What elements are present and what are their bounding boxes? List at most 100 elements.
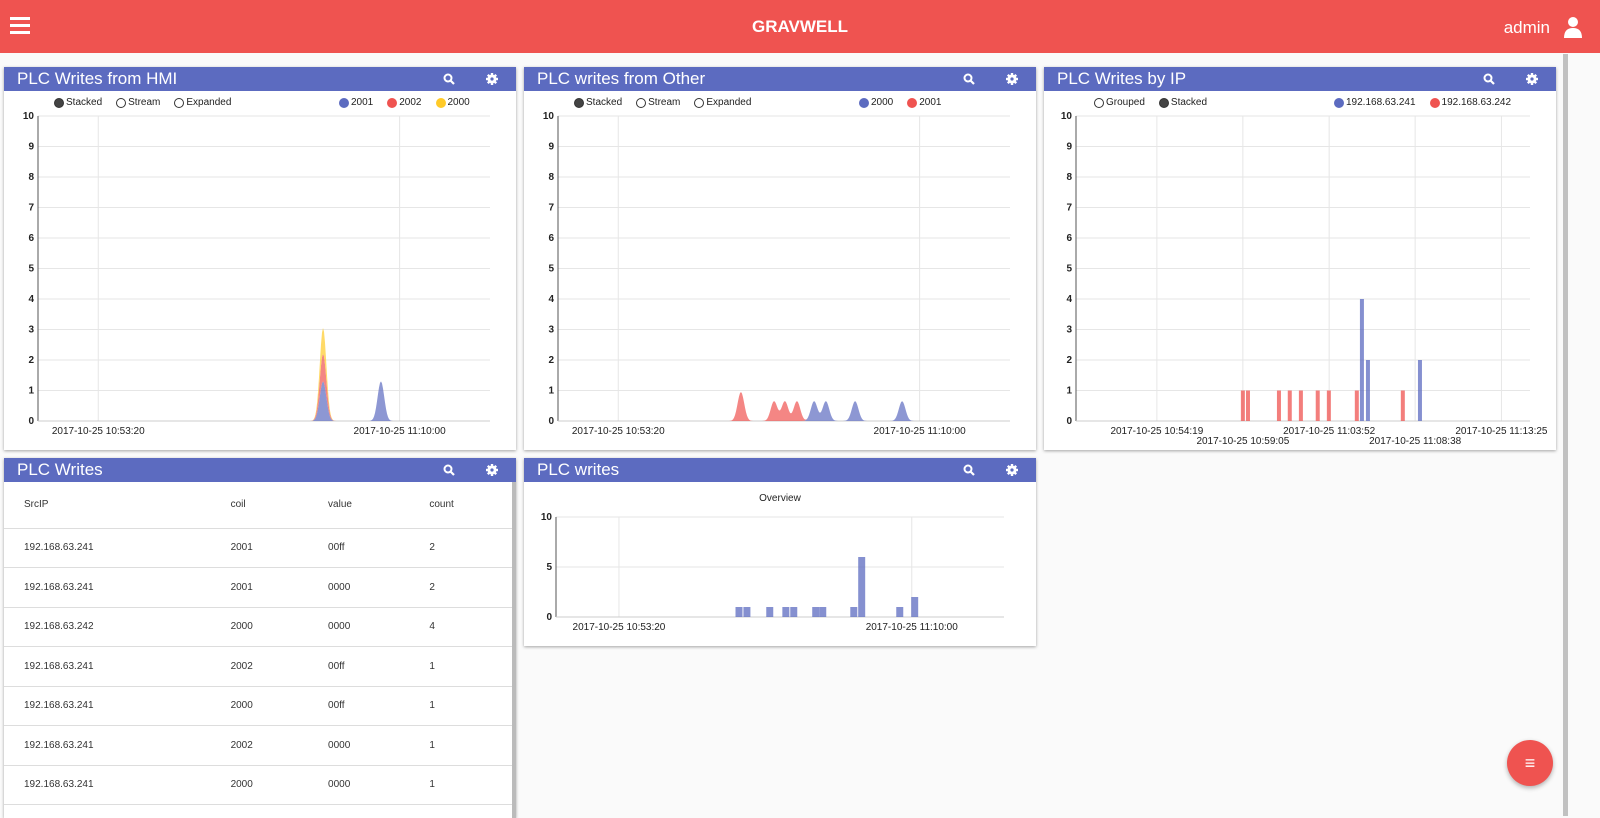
legend-swatch-icon bbox=[859, 97, 869, 108]
table-row[interactable]: 192.168.63.241 2002 00ff 1 bbox=[4, 646, 512, 687]
bar[interactable] bbox=[1240, 390, 1245, 422]
legend-item[interactable]: 192.168.63.241 bbox=[1334, 97, 1416, 108]
hamburger-menu-icon[interactable] bbox=[10, 17, 30, 35]
y-tick-label: 0 bbox=[546, 612, 552, 623]
gear-icon[interactable] bbox=[1525, 72, 1539, 86]
table-row[interactable]: 192.168.63.241 2002 0000 1 bbox=[4, 725, 512, 766]
y-tick-label: 9 bbox=[548, 142, 554, 153]
mode-option-stream[interactable]: Stream bbox=[116, 97, 160, 108]
bar[interactable] bbox=[782, 607, 790, 617]
mode-option-stacked[interactable]: Stacked bbox=[574, 97, 622, 108]
bar[interactable] bbox=[766, 607, 774, 617]
bar[interactable] bbox=[1315, 390, 1320, 422]
legend-item[interactable]: 2002 bbox=[387, 97, 422, 108]
page-scrollbar[interactable] bbox=[1563, 54, 1568, 816]
column-header-value[interactable]: value bbox=[308, 482, 410, 529]
panel-plc-writes-from-hmi: PLC Writes from HMI Stacked Stream Expande… bbox=[4, 67, 516, 450]
panel-title: PLC Writes from HMI bbox=[17, 69, 178, 88]
chart: 0 1 2 3 4 5 6 7 8 9 10 2017-10-25 10:53:20 2017-10-2… bbox=[543, 111, 1010, 437]
bar[interactable] bbox=[1354, 390, 1359, 422]
table-cell-coil: 2000 bbox=[210, 686, 309, 726]
legend-item[interactable]: 192.168.63.242 bbox=[1429, 97, 1511, 108]
mode-option-grouped[interactable]: Grouped bbox=[1094, 97, 1145, 108]
bar[interactable] bbox=[812, 607, 820, 617]
legend-item[interactable]: 2000 bbox=[435, 97, 470, 108]
table-cell-coil: 2002 bbox=[210, 725, 309, 766]
mode-option-stacked[interactable]: Stacked bbox=[54, 97, 102, 108]
bar[interactable] bbox=[1298, 390, 1303, 422]
panel-title-bar: PLC writes bbox=[524, 458, 1036, 482]
bar[interactable] bbox=[1326, 390, 1331, 422]
panel-title-bar: PLC writes from Other bbox=[524, 67, 1036, 91]
chart-title: Overview bbox=[759, 493, 801, 504]
table-row[interactable]: 192.168.63.242 2000 0000 4 bbox=[4, 607, 512, 647]
series-area-2000[interactable] bbox=[558, 401, 1010, 421]
gear-icon[interactable] bbox=[485, 72, 499, 86]
table-row[interactable]: 192.168.63.241 2001 0000 2 bbox=[4, 567, 512, 608]
table-cell-coil: 2001 bbox=[210, 528, 309, 568]
series-area-2001[interactable] bbox=[558, 392, 1010, 421]
series-legend: 2001 2002 2000 bbox=[339, 97, 470, 108]
panel-plc-writes-by-ip: PLC Writes by IP Grouped Stacked 192.168.6… bbox=[1044, 67, 1556, 450]
gear-icon[interactable] bbox=[485, 463, 499, 477]
series-area-2000[interactable] bbox=[38, 327, 490, 421]
column-header-coil[interactable]: coil bbox=[210, 482, 309, 529]
search-icon[interactable] bbox=[442, 463, 456, 477]
table-row[interactable]: 192.168.63.241 2000 00ff 1 bbox=[4, 686, 512, 726]
user-icon[interactable] bbox=[1564, 16, 1582, 38]
search-icon[interactable] bbox=[1482, 72, 1496, 86]
y-tick-label: 5 bbox=[546, 562, 552, 573]
bar[interactable] bbox=[911, 597, 919, 617]
gear-icon[interactable] bbox=[1005, 72, 1019, 86]
bar[interactable] bbox=[819, 607, 827, 617]
bar[interactable] bbox=[1400, 390, 1405, 422]
y-tick-label: 2 bbox=[28, 355, 34, 366]
series-area-2002[interactable] bbox=[38, 353, 490, 421]
y-tick-label: 6 bbox=[548, 233, 554, 244]
bar[interactable] bbox=[1287, 390, 1292, 422]
y-tick-label: 4 bbox=[28, 294, 34, 305]
y-tick-label: 10 bbox=[543, 111, 555, 122]
gear-icon[interactable] bbox=[1005, 463, 1019, 477]
bar[interactable] bbox=[1276, 390, 1281, 422]
legend-item[interactable]: 2001 bbox=[907, 97, 942, 108]
y-tick-label: 1 bbox=[548, 386, 554, 397]
radio-icon bbox=[694, 97, 705, 108]
bar[interactable] bbox=[735, 607, 743, 617]
table-row[interactable]: 192.168.63.241 2000 0000 1 bbox=[4, 765, 512, 805]
series-area-2001[interactable] bbox=[38, 381, 490, 421]
search-icon[interactable] bbox=[442, 72, 456, 86]
bar[interactable] bbox=[1417, 360, 1422, 421]
search-icon[interactable] bbox=[962, 72, 976, 86]
bar[interactable] bbox=[1359, 299, 1364, 421]
column-header-srcip[interactable]: SrcIP bbox=[4, 482, 211, 529]
legend-item[interactable]: 2001 bbox=[339, 97, 373, 108]
bar[interactable] bbox=[743, 607, 751, 617]
table-cell-value: 00ff bbox=[308, 646, 410, 687]
table-scrollbar[interactable] bbox=[512, 482, 516, 818]
bar[interactable] bbox=[858, 557, 866, 617]
mode-option-stacked[interactable]: Stacked bbox=[1158, 97, 1207, 108]
y-tick-label: 0 bbox=[28, 416, 34, 427]
bar[interactable] bbox=[896, 607, 904, 617]
table-cell-count: 4 bbox=[409, 607, 512, 647]
bar[interactable] bbox=[1245, 390, 1250, 422]
legend-item[interactable]: 2000 bbox=[859, 97, 893, 108]
bar[interactable] bbox=[850, 607, 858, 617]
username[interactable]: admin bbox=[1503, 18, 1550, 37]
mode-option-expanded[interactable]: Expanded bbox=[694, 97, 751, 108]
y-tick-label: 8 bbox=[548, 172, 554, 183]
radio-icon bbox=[174, 97, 185, 108]
table-row[interactable]: 192.168.63.241 2001 00ff 2 bbox=[4, 528, 512, 568]
bar[interactable] bbox=[1365, 360, 1370, 421]
fab-menu-button[interactable]: ≡ bbox=[1507, 740, 1553, 786]
radio-icon bbox=[636, 97, 647, 108]
mode-option-expanded[interactable]: Expanded bbox=[174, 97, 231, 108]
table-cell-value: 0000 bbox=[308, 567, 410, 608]
mode-option-stream[interactable]: Stream bbox=[636, 97, 680, 108]
bar[interactable] bbox=[790, 607, 798, 617]
column-header-count[interactable]: count bbox=[409, 482, 512, 529]
table-cell-srcip: 192.168.63.242 bbox=[4, 607, 211, 647]
search-icon[interactable] bbox=[962, 463, 976, 477]
legend-swatch-icon bbox=[1429, 97, 1440, 108]
